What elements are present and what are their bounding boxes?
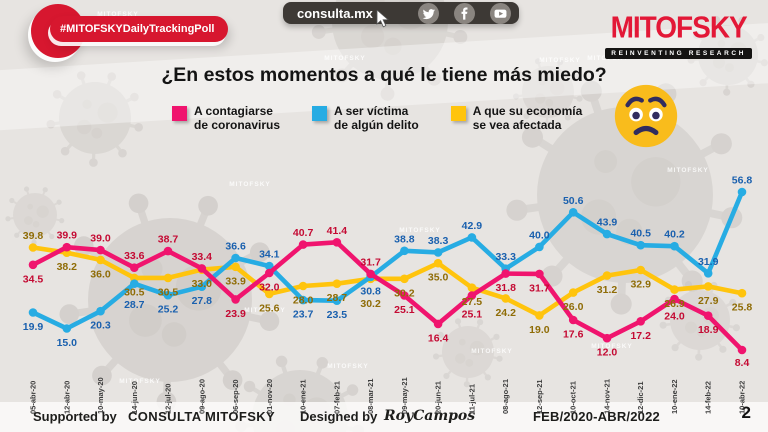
social-icons xyxy=(418,2,511,24)
legend-label: de algún delito xyxy=(334,118,419,133)
legend-item-coronavirus: A contagiarse de coronavirus xyxy=(172,104,280,132)
brand-name: MITOFSKY xyxy=(610,10,748,45)
org-mitofsky: MITOFSKY xyxy=(205,409,276,424)
legend-label: A contagiarse xyxy=(194,104,273,118)
brand-tagline: REINVENTING RESEARCH xyxy=(605,48,752,59)
footer: Supported by CONSULTA MITOFSKY Designed … xyxy=(0,402,768,432)
virus-shape xyxy=(659,281,740,361)
legend-label: de coronavirus xyxy=(194,118,281,133)
org-consulta: CONSULTA xyxy=(128,409,202,424)
designer-signature: RoyCampos xyxy=(384,408,476,424)
watermark: MITOFSKY xyxy=(244,307,285,314)
legend-swatch-blue xyxy=(312,106,328,121)
virus-shape xyxy=(46,71,143,167)
supported-by-label: Supported by xyxy=(33,409,117,424)
site-link[interactable]: consulta.mx xyxy=(297,5,373,21)
hashtag-badge: #MITOFSKYDailyTrackingPoll xyxy=(50,16,229,42)
page-number: 2 xyxy=(741,403,751,422)
watermark: MITOFSKY xyxy=(539,57,580,64)
watermark: MITOFSKY xyxy=(471,348,512,355)
facebook-icon[interactable] xyxy=(454,2,475,24)
legend-label: A que su economía xyxy=(472,104,583,118)
watermark: MITOFSKY xyxy=(399,227,440,234)
youtube-icon[interactable] xyxy=(490,2,511,24)
watermark: MITOFSKY xyxy=(667,167,708,174)
virus-shape xyxy=(512,58,583,128)
virus-shape xyxy=(59,193,280,412)
watermark: MITOFSKY xyxy=(591,343,632,350)
legend-swatch-yellow xyxy=(450,106,466,121)
legend-item-economia: A que su economía se vea afectada xyxy=(450,104,583,133)
watermark: MITOFSKY xyxy=(119,378,160,385)
page-title: ¿En estos momentos a qué le tiene más mi… xyxy=(161,64,607,86)
twitter-icon[interactable] xyxy=(418,2,439,24)
designed-by-label: Designed by xyxy=(300,409,378,424)
brand-logo: MITOFSKY REINVENTING RESEARCH xyxy=(605,10,752,60)
legend-label: A ser víctima xyxy=(334,104,409,118)
mouse-cursor-icon xyxy=(376,10,390,28)
topbar: consulta.mx xyxy=(283,2,519,28)
watermark: MITOFSKY xyxy=(324,55,365,62)
legend-item-delito: A ser víctima de algún delito xyxy=(312,104,419,132)
watermark: MITOFSKY xyxy=(327,363,368,370)
legend-label: se vea afectada xyxy=(472,118,562,133)
virus-shape xyxy=(5,186,65,245)
watermark: MITOFSKY xyxy=(229,181,270,188)
legend: A contagiarse de coronavirus A ser vícti… xyxy=(172,104,582,132)
worried-face-emoji xyxy=(614,84,678,148)
legend-swatch-pink xyxy=(172,106,187,121)
date-range: FEB/2020-ABR/2022 xyxy=(533,409,660,424)
watermark: MITOFSKY xyxy=(97,11,138,18)
